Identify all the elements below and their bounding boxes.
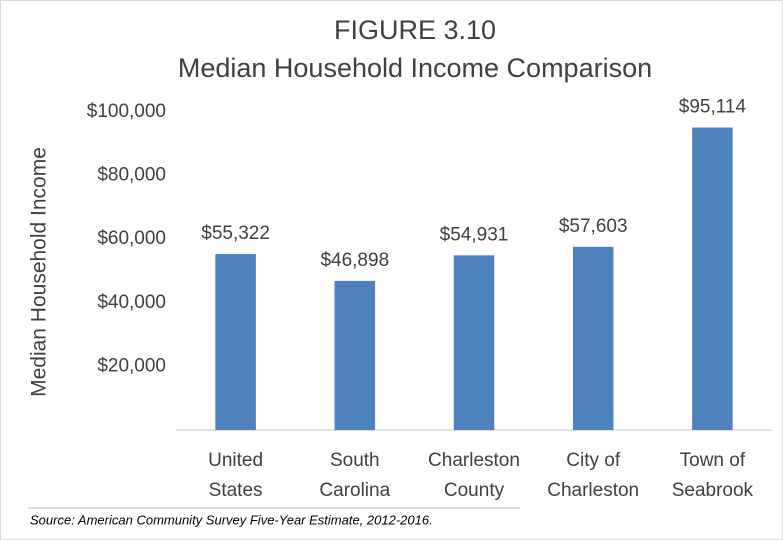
y-tick-label: $100,000: [87, 101, 166, 122]
y-tick-label: $80,000: [97, 165, 166, 186]
bar: [334, 280, 376, 430]
bar: [453, 255, 495, 430]
bar: [692, 127, 733, 431]
x-tick-label: Charleston County: [415, 446, 533, 506]
x-tick-label: City of Charleston: [534, 446, 652, 506]
y-tick-label: $40,000: [97, 292, 166, 313]
x-tick-label: South Carolina: [296, 446, 414, 506]
y-tick-label: $20,000: [97, 355, 166, 376]
y-tick-label: $60,000: [97, 228, 166, 249]
y-axis-label: Median Household Income: [28, 147, 51, 397]
x-tick-label: Town of Seabrook: [653, 446, 771, 506]
x-tick-text: City of Charleston: [547, 450, 640, 501]
bar: [572, 246, 614, 430]
data-label: $55,322: [201, 223, 270, 244]
data-label: $46,898: [320, 250, 389, 271]
chart-title: FIGURE 3.10: [334, 15, 496, 45]
data-label: $95,114: [679, 97, 747, 118]
data-label: $57,603: [559, 216, 628, 237]
x-tick-label: United States: [177, 446, 295, 506]
x-tick-text: United States: [208, 450, 264, 501]
chart-subtitle: Median Household Income Comparison: [178, 53, 652, 83]
data-label: $54,931: [440, 224, 509, 245]
x-tick-text: Town of Seabrook: [671, 450, 754, 501]
source-note: Source: American Community Survey Five-Y…: [30, 512, 433, 527]
x-tick-text: Charleston County: [428, 450, 520, 501]
x-tick-text: South Carolina: [319, 450, 391, 501]
bar: [215, 254, 256, 430]
